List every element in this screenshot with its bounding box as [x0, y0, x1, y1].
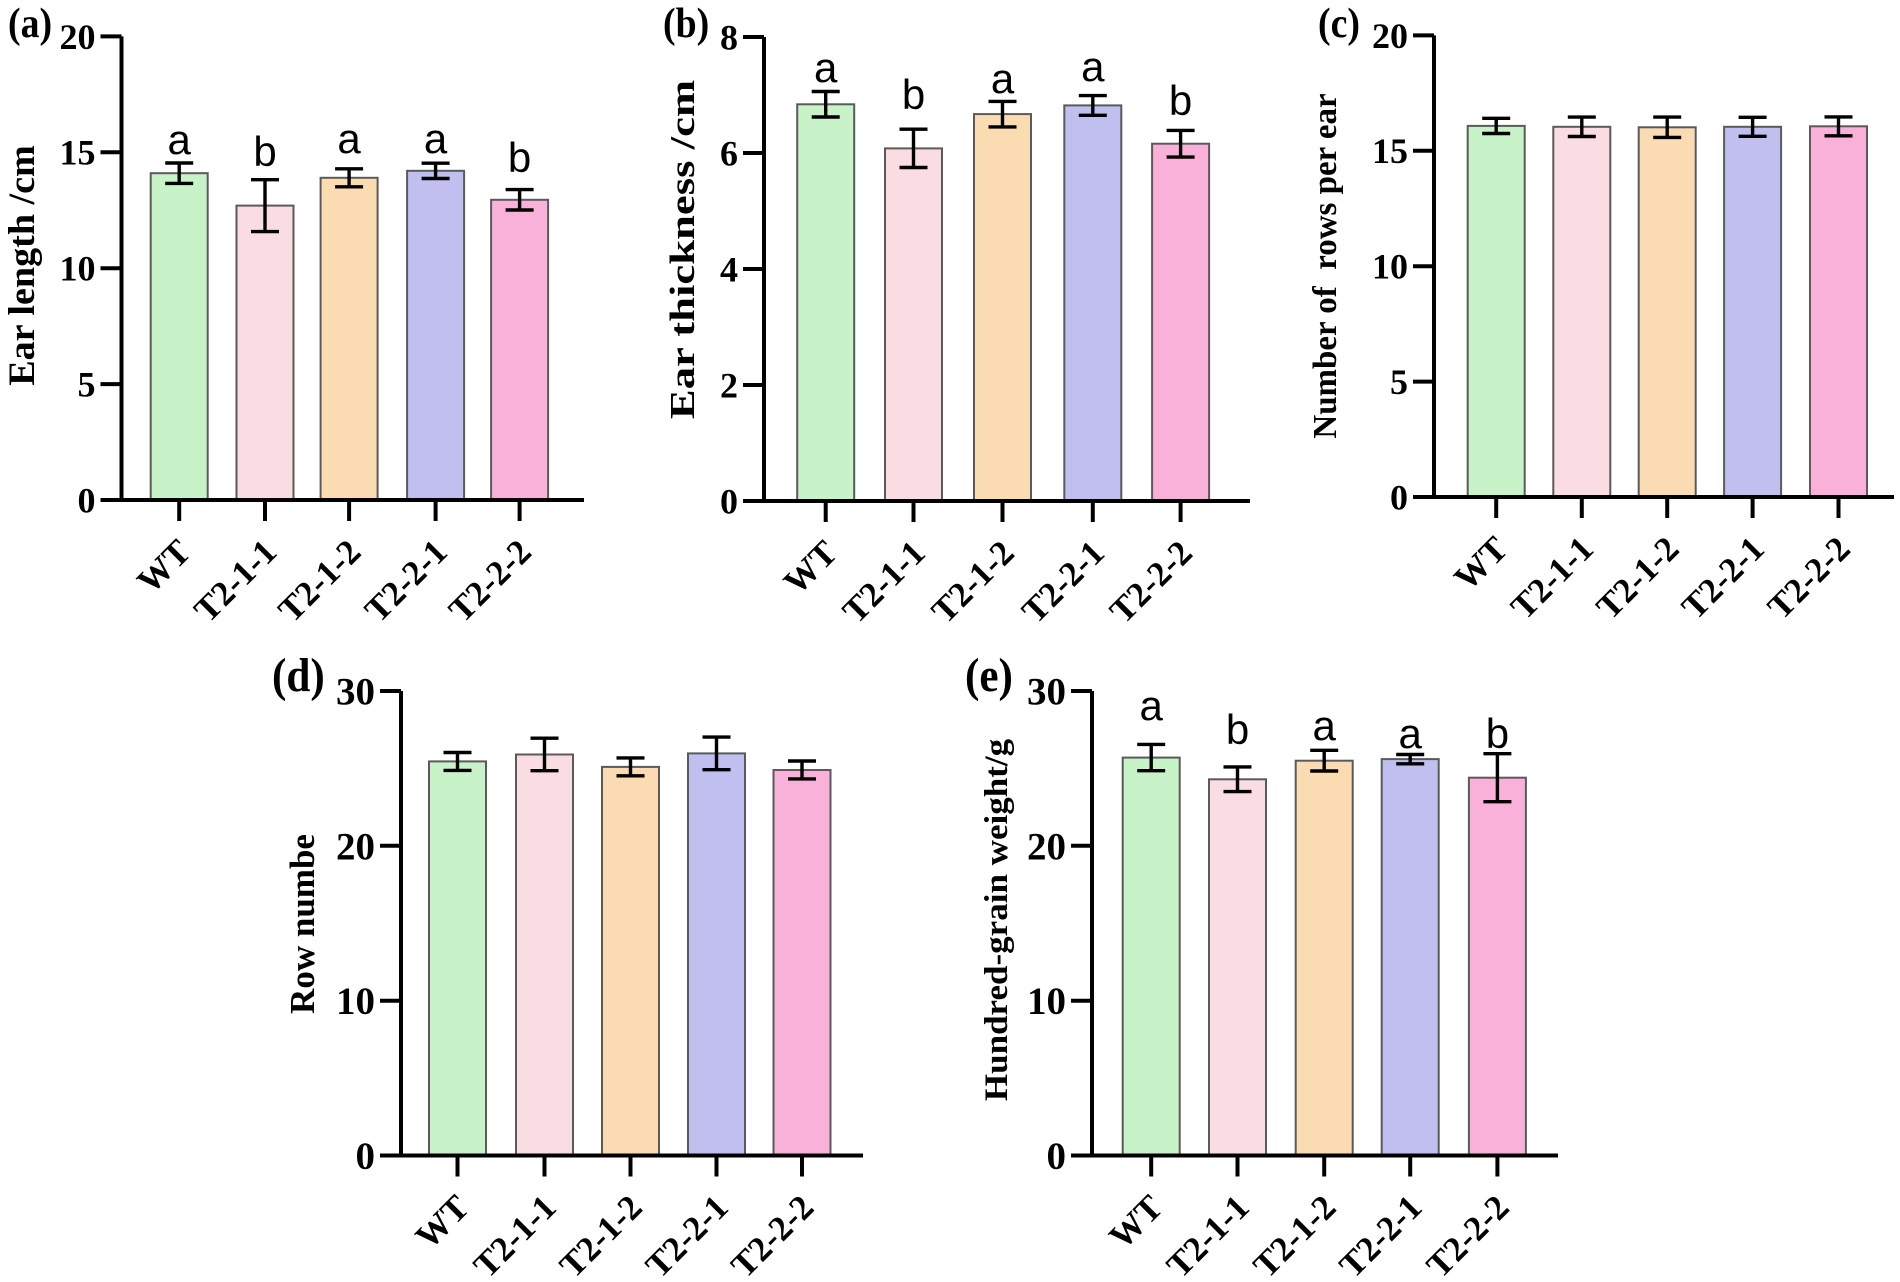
svg-text:(b): (b) — [663, 0, 709, 46]
svg-text:10: 10 — [1027, 980, 1066, 1023]
svg-text:(c): (c) — [1318, 0, 1360, 46]
svg-text:20: 20 — [336, 825, 375, 868]
svg-text:15: 15 — [60, 133, 96, 173]
svg-text:4: 4 — [720, 249, 738, 289]
svg-text:2: 2 — [720, 365, 738, 405]
svg-text:20: 20 — [60, 17, 96, 57]
svg-text:20: 20 — [1027, 825, 1066, 868]
svg-text:0: 0 — [1047, 1135, 1067, 1178]
svg-text:a: a — [1313, 702, 1337, 749]
svg-text:6: 6 — [720, 133, 738, 173]
svg-text:a: a — [1140, 682, 1164, 729]
svg-text:30: 30 — [336, 671, 375, 714]
svg-text:20: 20 — [1372, 16, 1408, 56]
svg-text:0: 0 — [720, 481, 738, 521]
svg-text:8: 8 — [720, 17, 738, 57]
svg-text:Row numbe: Row numbe — [283, 834, 322, 1014]
svg-text:10: 10 — [60, 249, 96, 289]
svg-text:b: b — [902, 71, 925, 118]
svg-text:30: 30 — [1027, 671, 1066, 714]
svg-text:10: 10 — [336, 980, 375, 1023]
svg-text:a: a — [991, 55, 1015, 102]
svg-text:a: a — [1081, 43, 1105, 90]
svg-text:15: 15 — [1372, 131, 1408, 171]
svg-text:a: a — [168, 116, 192, 163]
svg-text:b: b — [1169, 77, 1192, 124]
svg-text:(e): (e) — [965, 648, 1013, 702]
svg-text:a: a — [1399, 710, 1423, 757]
svg-text:(a): (a) — [8, 0, 52, 46]
svg-text:a: a — [337, 115, 361, 162]
svg-text:b: b — [1226, 706, 1249, 753]
svg-text:0: 0 — [78, 480, 96, 520]
svg-text:b: b — [253, 128, 276, 175]
svg-text:(d): (d) — [272, 648, 325, 702]
svg-text:0: 0 — [1390, 477, 1408, 517]
svg-text:b: b — [508, 134, 531, 181]
svg-text:Ear length /cm: Ear length /cm — [2, 145, 42, 386]
svg-text:a: a — [424, 115, 448, 162]
svg-text:a: a — [814, 44, 838, 91]
svg-text:Number of rows per ear: Number of rows per ear — [1307, 93, 1345, 438]
svg-text:Ear thickness /cm: Ear thickness /cm — [663, 80, 702, 419]
svg-text:0: 0 — [356, 1135, 376, 1178]
svg-text:Hundred-grain weight/g: Hundred-grain weight/g — [979, 739, 1015, 1101]
svg-text:5: 5 — [78, 365, 96, 405]
svg-text:5: 5 — [1390, 362, 1408, 402]
svg-text:b: b — [1486, 710, 1509, 757]
svg-text:10: 10 — [1372, 247, 1408, 287]
